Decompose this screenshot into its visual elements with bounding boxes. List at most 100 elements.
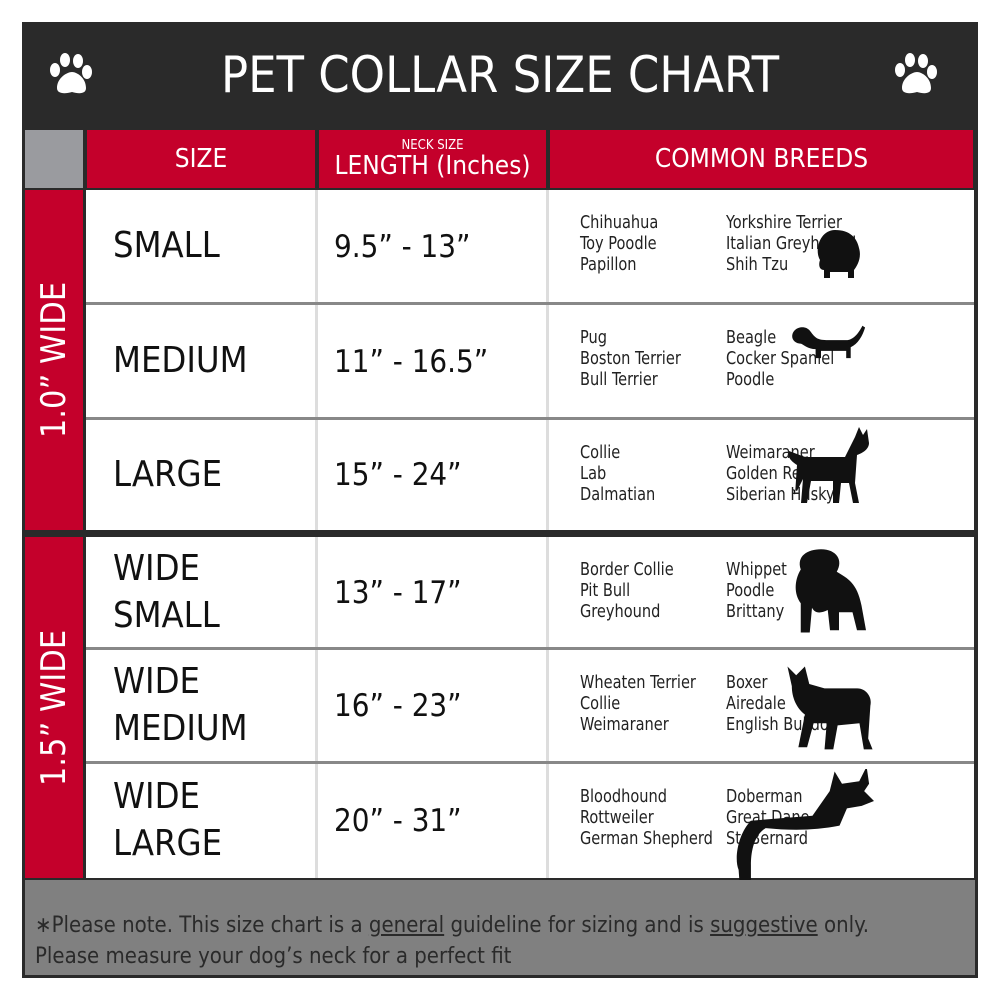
breed-name: Lab [580, 463, 607, 484]
header-breeds: COMMON BREEDS [550, 130, 973, 188]
doberman-silhouette-icon [736, 769, 874, 929]
footer-note: ∗Please note. This size chart is a gener… [25, 880, 975, 975]
breed-name: Wheaten Terrier [580, 672, 696, 693]
column-divider [315, 537, 318, 648]
breeds-column-b: Beagle Cocker Spaniel Poodle [726, 327, 834, 390]
breed-name: Cocker Spaniel [726, 348, 835, 369]
breed-name: German Shepherd [580, 828, 713, 849]
note-underlined: suggestive [710, 913, 818, 938]
table-row: SMALL 9.5” - 13” Chihuahua Toy Poodle Papi… [86, 190, 974, 303]
corner-cell [25, 130, 83, 188]
column-divider [546, 420, 549, 530]
breeds-column-a: Chihuahua Toy Poodle Papillon [580, 212, 658, 275]
size-label: WIDE MEDIUM [113, 650, 248, 762]
row-divider [86, 417, 974, 420]
breed-name: Collie [580, 442, 621, 463]
breeds-column-a: Wheaten Terrier Collie Weimaraner [580, 672, 696, 735]
column-divider [315, 764, 318, 878]
column-divider [315, 420, 318, 530]
header-breeds-label: COMMON BREEDS [654, 144, 869, 174]
size-text: LARGE [113, 453, 223, 495]
header-length-label: LENGTH (Inches) [334, 151, 531, 181]
breed-name: Dalmatian [580, 484, 656, 505]
breeds-column-a: Collie Lab Dalmatian [580, 442, 655, 505]
row-divider [86, 302, 974, 305]
table-row: MEDIUM 11” - 16.5” Pug Boston Terrier Bull… [86, 305, 974, 418]
breed-name: Doberman [726, 786, 803, 807]
size-text: WIDE [113, 547, 200, 589]
breed-name: Pit Bull [580, 580, 631, 601]
paw-print-icon [50, 53, 92, 94]
breed-name: Boston Terrier [580, 348, 681, 369]
column-divider [315, 305, 318, 418]
breed-name: Beagle [726, 327, 777, 348]
breeds-column-a: Bloodhound Rottweiler German Shepherd [580, 786, 713, 849]
size-text: SMALL [113, 225, 220, 267]
header-size-label: SIZE [174, 144, 228, 174]
column-divider [546, 537, 549, 648]
breed-name: Poodle [726, 369, 775, 390]
header-neck-size-label: NECK SIZE [401, 138, 464, 153]
page-title: PET COLLAR SIZE CHART [220, 46, 780, 104]
breed-name: Weimaraner [580, 714, 669, 735]
size-label: SMALL [113, 190, 220, 303]
breed-name: Boxer [726, 672, 768, 693]
size-label: WIDE LARGE [113, 764, 222, 878]
size-text: LARGE [113, 823, 223, 864]
length-range: 13” - 17” [334, 574, 462, 611]
bulldog-silhouette-icon [795, 549, 866, 633]
title-bar: PET COLLAR SIZE CHART [22, 22, 978, 128]
note-underlined: general [368, 913, 445, 938]
column-divider [315, 190, 318, 303]
breed-name: Poodle [726, 580, 775, 601]
size-text: SMALL [113, 594, 220, 636]
column-divider [546, 190, 549, 303]
breed-name: Brittany [726, 601, 785, 622]
paw-print-icon [895, 53, 937, 94]
breed-name: Rottweiler [580, 807, 654, 828]
breed-name: Greyhound [580, 601, 661, 622]
large-dog-silhouette-icon [788, 427, 869, 503]
breed-name: Yorkshire Terrier [726, 212, 843, 233]
note-text: only. [817, 913, 869, 938]
column-divider [315, 650, 318, 762]
group-1in-wide: 1.0” WIDE [25, 190, 83, 530]
breed-name: Airedale [726, 693, 786, 714]
size-text: WIDE [113, 661, 200, 703]
breed-name: Chihuahua [580, 212, 659, 233]
header-length: NECK SIZE LENGTH (Inches) [319, 130, 546, 188]
size-text: MEDIUM [113, 708, 248, 749]
breed-name: Bull Terrier [580, 369, 658, 390]
breeds-column-a: Pug Boston Terrier Bull Terrier [580, 327, 681, 390]
length-range: 15” - 24” [334, 457, 462, 493]
column-divider [546, 305, 549, 418]
breed-name: Shih Tzu [726, 254, 789, 275]
length-range: 16” - 23” [334, 688, 462, 724]
breed-name: Bloodhound [580, 786, 668, 807]
medium-dog-silhouette-icon [792, 325, 866, 359]
breed-name: Border Collie [580, 559, 674, 580]
length-range: 11” - 16.5” [334, 343, 489, 380]
row-divider [86, 647, 974, 650]
table-row: LARGE 15” - 24” Collie Lab Dalmatian Weima… [86, 420, 974, 530]
breed-name: Pug [580, 327, 607, 348]
breed-name: Whippet [726, 559, 787, 580]
breed-name: Papillon [580, 254, 637, 275]
length-range: 9.5” - 13” [334, 228, 471, 265]
breed-name: Toy Poodle [580, 233, 657, 254]
size-label: MEDIUM [113, 305, 248, 418]
header-size: SIZE [87, 130, 315, 188]
group-1-5in-wide: 1.5” WIDE [25, 537, 83, 878]
length-range: 20” - 31” [334, 803, 462, 839]
note-text: ∗Please note. This size chart is a [35, 913, 363, 938]
column-divider [546, 764, 549, 878]
breeds-column-b: Whippet Poodle Brittany [726, 559, 787, 622]
size-label: WIDE SMALL [113, 537, 220, 648]
pitbull-silhouette-icon [787, 666, 873, 750]
row-divider [86, 761, 974, 764]
breed-name: Collie [580, 693, 621, 714]
size-label: LARGE [113, 420, 222, 530]
note-text: guideline for sizing and is [444, 913, 704, 938]
group-label: 1.0” WIDE [34, 281, 74, 439]
note-line-2: Please measure your dog’s neck for a per… [35, 944, 512, 969]
